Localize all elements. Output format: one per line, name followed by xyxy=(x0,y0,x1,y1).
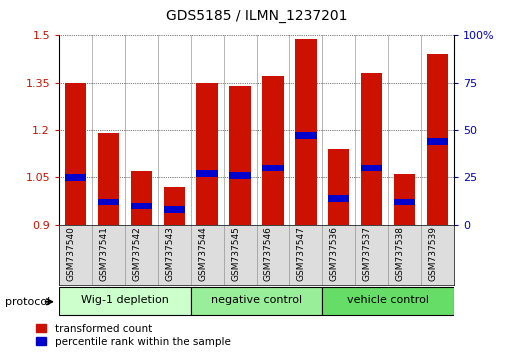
Text: GSM737542: GSM737542 xyxy=(132,226,141,281)
Bar xyxy=(97,199,119,205)
Text: GSM737544: GSM737544 xyxy=(198,226,207,281)
Bar xyxy=(361,73,382,225)
Text: Wig-1 depletion: Wig-1 depletion xyxy=(81,295,169,305)
Text: GSM737545: GSM737545 xyxy=(231,226,240,281)
Bar xyxy=(196,170,218,177)
Text: GSM737536: GSM737536 xyxy=(330,226,339,281)
Bar xyxy=(328,149,349,225)
Text: GSM737537: GSM737537 xyxy=(363,225,372,280)
Bar xyxy=(262,76,284,225)
Text: GSM737538: GSM737538 xyxy=(396,226,405,281)
Text: GSM737538: GSM737538 xyxy=(396,225,405,280)
Text: GSM737536: GSM737536 xyxy=(330,225,339,280)
Bar xyxy=(295,132,317,139)
Bar xyxy=(196,83,218,225)
Text: negative control: negative control xyxy=(211,295,302,305)
Bar xyxy=(229,86,251,225)
Text: GSM737541: GSM737541 xyxy=(100,226,108,281)
Text: GSM737540: GSM737540 xyxy=(67,225,75,280)
Bar xyxy=(131,202,152,209)
Bar xyxy=(164,187,185,225)
Bar xyxy=(394,199,416,205)
Text: GSM737540: GSM737540 xyxy=(67,226,75,281)
Bar xyxy=(164,206,185,213)
Text: GSM737546: GSM737546 xyxy=(264,226,273,281)
Text: protocol: protocol xyxy=(5,297,50,307)
Text: GSM737547: GSM737547 xyxy=(297,225,306,280)
FancyBboxPatch shape xyxy=(322,287,454,315)
Text: GDS5185 / ILMN_1237201: GDS5185 / ILMN_1237201 xyxy=(166,9,347,23)
FancyBboxPatch shape xyxy=(191,287,322,315)
Bar xyxy=(65,83,86,225)
FancyBboxPatch shape xyxy=(59,287,191,315)
Legend: transformed count, percentile rank within the sample: transformed count, percentile rank withi… xyxy=(36,324,231,347)
Bar xyxy=(328,195,349,201)
Text: GSM737543: GSM737543 xyxy=(165,225,174,280)
Bar xyxy=(427,54,448,225)
Text: GSM737545: GSM737545 xyxy=(231,225,240,280)
Bar xyxy=(427,138,448,145)
Bar xyxy=(361,165,382,171)
Bar xyxy=(394,174,416,225)
Bar xyxy=(262,165,284,171)
Text: GSM737547: GSM737547 xyxy=(297,226,306,281)
Text: vehicle control: vehicle control xyxy=(347,295,429,305)
Text: GSM737546: GSM737546 xyxy=(264,225,273,280)
Text: GSM737544: GSM737544 xyxy=(198,225,207,280)
Bar xyxy=(131,171,152,225)
Bar xyxy=(65,174,86,181)
Text: GSM737539: GSM737539 xyxy=(428,225,438,280)
Bar xyxy=(97,133,119,225)
Bar xyxy=(229,172,251,179)
Text: GSM737542: GSM737542 xyxy=(132,225,141,280)
Text: GSM737543: GSM737543 xyxy=(165,226,174,281)
Bar xyxy=(295,39,317,225)
Text: GSM737539: GSM737539 xyxy=(428,226,438,281)
Text: GSM737541: GSM737541 xyxy=(100,225,108,280)
Text: GSM737537: GSM737537 xyxy=(363,226,372,281)
